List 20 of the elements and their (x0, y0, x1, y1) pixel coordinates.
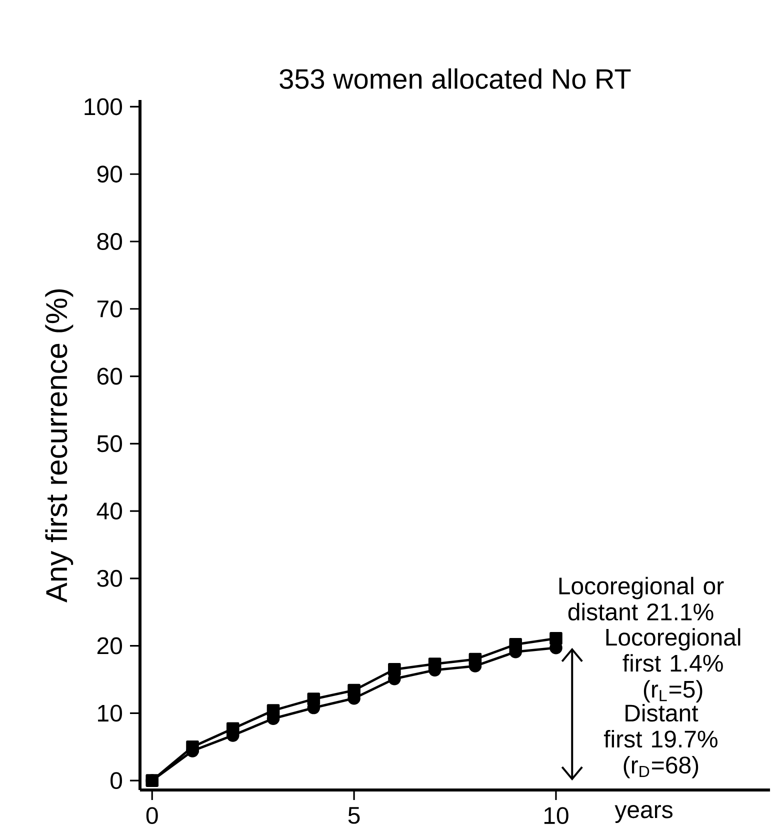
y-tick-label: 30 (97, 570, 122, 587)
y-tick-label: 50 (97, 435, 122, 452)
y-tick-label: 90 (97, 166, 122, 183)
y-tick-label: 0 (110, 772, 122, 790)
x-tick-label: 10 (544, 807, 568, 824)
y-tick-label: 70 (97, 300, 122, 318)
y-tick-label: 20 (97, 637, 122, 654)
x-tick-label: 0 (146, 807, 158, 824)
y-tick-label: 60 (97, 368, 122, 385)
y-tick-label: 40 (96, 502, 122, 520)
x-axis-title: years (614, 805, 672, 823)
y-tick-label: 80 (97, 233, 122, 250)
annotation: Locoregional first 1.4% (r$_{L}$=5) (606, 628, 740, 703)
y-axis-title: Any first recurrence (%) (45, 289, 74, 602)
y-tick-label: 10 (98, 704, 122, 722)
annotation: Locoregional or distant 21.1% (559, 576, 724, 620)
chart-title: 353 women allocated No RT (280, 68, 631, 89)
annotation: Distant first 19.7% (r$_{D}$=68) (604, 704, 718, 778)
x-tick-label: 5 (348, 807, 360, 824)
y-tick-label: 100 (84, 98, 122, 116)
